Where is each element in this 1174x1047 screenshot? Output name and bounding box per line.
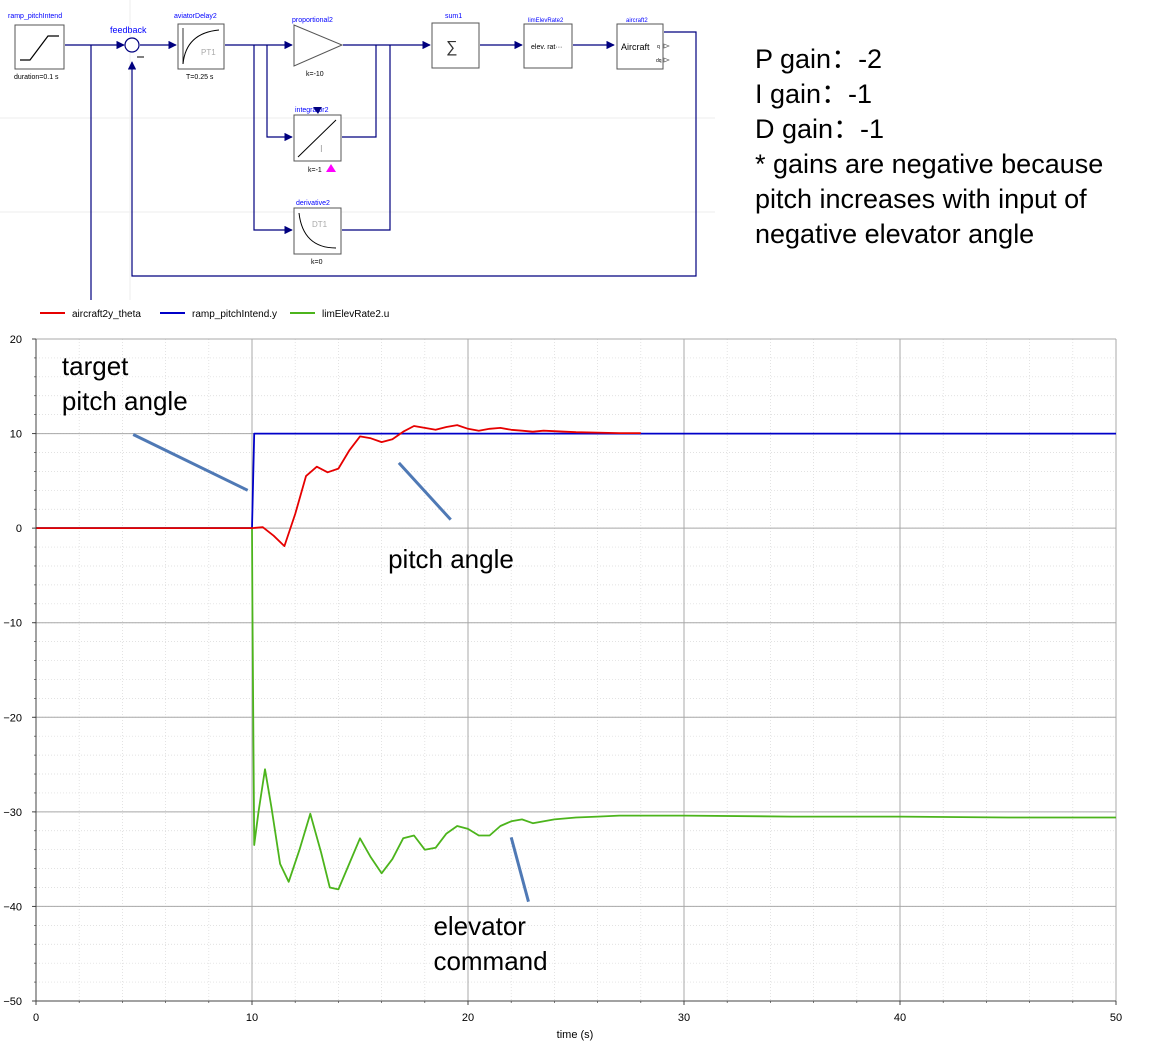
aviator-delay-block[interactable]: aviatorDelay2 PT1 T=0.25 s — [174, 13, 225, 81]
sum-name: sum1 — [445, 13, 462, 20]
proportional-name: proportional2 — [292, 17, 333, 24]
annotation-pointer — [397, 461, 452, 521]
y-tick-label: −10 — [3, 618, 22, 630]
limiter-block[interactable]: limElevRate2 elev. rat··· — [523, 18, 573, 69]
aircraft-port-dq: dq — [656, 58, 662, 64]
legend-label: limElevRate2.u — [322, 309, 389, 320]
note-line: negative elevator angle — [755, 219, 1035, 249]
annotation-label: pitch angle — [62, 386, 188, 416]
annotation-label: pitch angle — [388, 544, 514, 574]
derivative-block[interactable]: derivative2 DT1 k=0 — [293, 200, 342, 266]
ramp-name: ramp_pitchIntend — [8, 13, 62, 20]
x-tick-label: 0 — [33, 1012, 39, 1024]
plot-area — [36, 339, 1116, 1001]
minor-grid — [35, 338, 1117, 1002]
feedback-name: feedback — [110, 25, 147, 35]
integrator-inner: I — [320, 144, 323, 155]
integrator-block[interactable]: integrator2 I k=-1 — [293, 107, 342, 174]
chart-annotations: target pitch angle pitch angle elevator comm… — [62, 351, 548, 976]
note-line: I gain：-1 — [755, 79, 873, 109]
sum-block[interactable]: sum1 ∑ — [431, 13, 480, 69]
annotation-label: elevator — [433, 911, 526, 941]
y-tick-label: −40 — [3, 901, 22, 913]
annotation-pointer — [132, 433, 249, 492]
block-diagram: ramp_pitchIntend duration=0.1 s feedback… — [0, 0, 715, 300]
integrator-name: integrator2 — [295, 107, 329, 114]
limiter-inner: elev. rat··· — [531, 44, 562, 51]
y-tick-label: 20 — [10, 334, 22, 346]
chart-legend: aircraft2y_theta ramp_pitchIntend.y limEle… — [40, 309, 389, 320]
series-line — [36, 424, 641, 548]
aircraft-port-q: q — [657, 44, 660, 50]
delay-param: T=0.25 s — [186, 74, 214, 81]
integrator-param: k=-1 — [308, 167, 322, 174]
ramp-param: duration=0.1 s — [14, 74, 59, 81]
ramp-block[interactable]: ramp_pitchIntend duration=0.1 s — [8, 13, 65, 81]
proportional-block[interactable]: proportional2 k=-10 — [292, 17, 344, 78]
legend-label: ramp_pitchIntend.y — [192, 309, 277, 320]
annotation-label: command — [433, 946, 547, 976]
note-line: pitch increases with input of — [755, 184, 1087, 214]
annotation-label: target — [62, 351, 129, 381]
y-tick-label: −20 — [3, 712, 22, 724]
delay-name: aviatorDelay2 — [174, 13, 217, 20]
aircraft-inner: Aircraft — [621, 42, 650, 52]
note-line: D gain：-1 — [755, 114, 885, 144]
annotation-pointer — [509, 837, 530, 903]
derivative-name: derivative2 — [296, 200, 330, 207]
line-chart: aircraft2y_theta ramp_pitchIntend.y limEle… — [3, 309, 1122, 1041]
x-tick-label: 50 — [1110, 1012, 1122, 1024]
derivative-inner: DT1 — [312, 220, 328, 229]
note-line: P gain：-2 — [755, 44, 883, 74]
chart-axes: 0 10 20 30 40 50 20 10 0 −10 −20 −30 −40 −50 — [3, 334, 1122, 1024]
x-tick-label: 20 — [462, 1012, 474, 1024]
y-tick-label: −30 — [3, 807, 22, 819]
sum-inner: ∑ — [446, 39, 457, 56]
aircraft-block[interactable]: aircraft2 Aircraft q dq — [616, 18, 670, 70]
x-axis-label: time (s) — [557, 1029, 594, 1041]
gain-notes: P gain：-2 I gain：-1 D gain：-1 * gains ar… — [755, 42, 1165, 252]
derivative-param: k=0 — [311, 259, 323, 266]
legend-label: aircraft2y_theta — [72, 309, 141, 320]
note-line: * gains are negative because — [755, 149, 1104, 179]
x-tick-label: 40 — [894, 1012, 906, 1024]
aircraft-name: aircraft2 — [626, 18, 648, 24]
y-tick-label: 10 — [10, 429, 22, 441]
series-line — [36, 527, 1116, 891]
y-tick-label: 0 — [16, 523, 22, 535]
y-tick-label: −50 — [3, 996, 22, 1008]
x-tick-label: 30 — [678, 1012, 690, 1024]
limiter-name: limElevRate2 — [528, 18, 564, 24]
chart-series — [36, 424, 1116, 891]
x-tick-label: 10 — [246, 1012, 258, 1024]
feedback-block[interactable]: feedback — [110, 25, 147, 58]
proportional-param: k=-10 — [306, 71, 324, 78]
delay-inner: PT1 — [201, 48, 216, 57]
